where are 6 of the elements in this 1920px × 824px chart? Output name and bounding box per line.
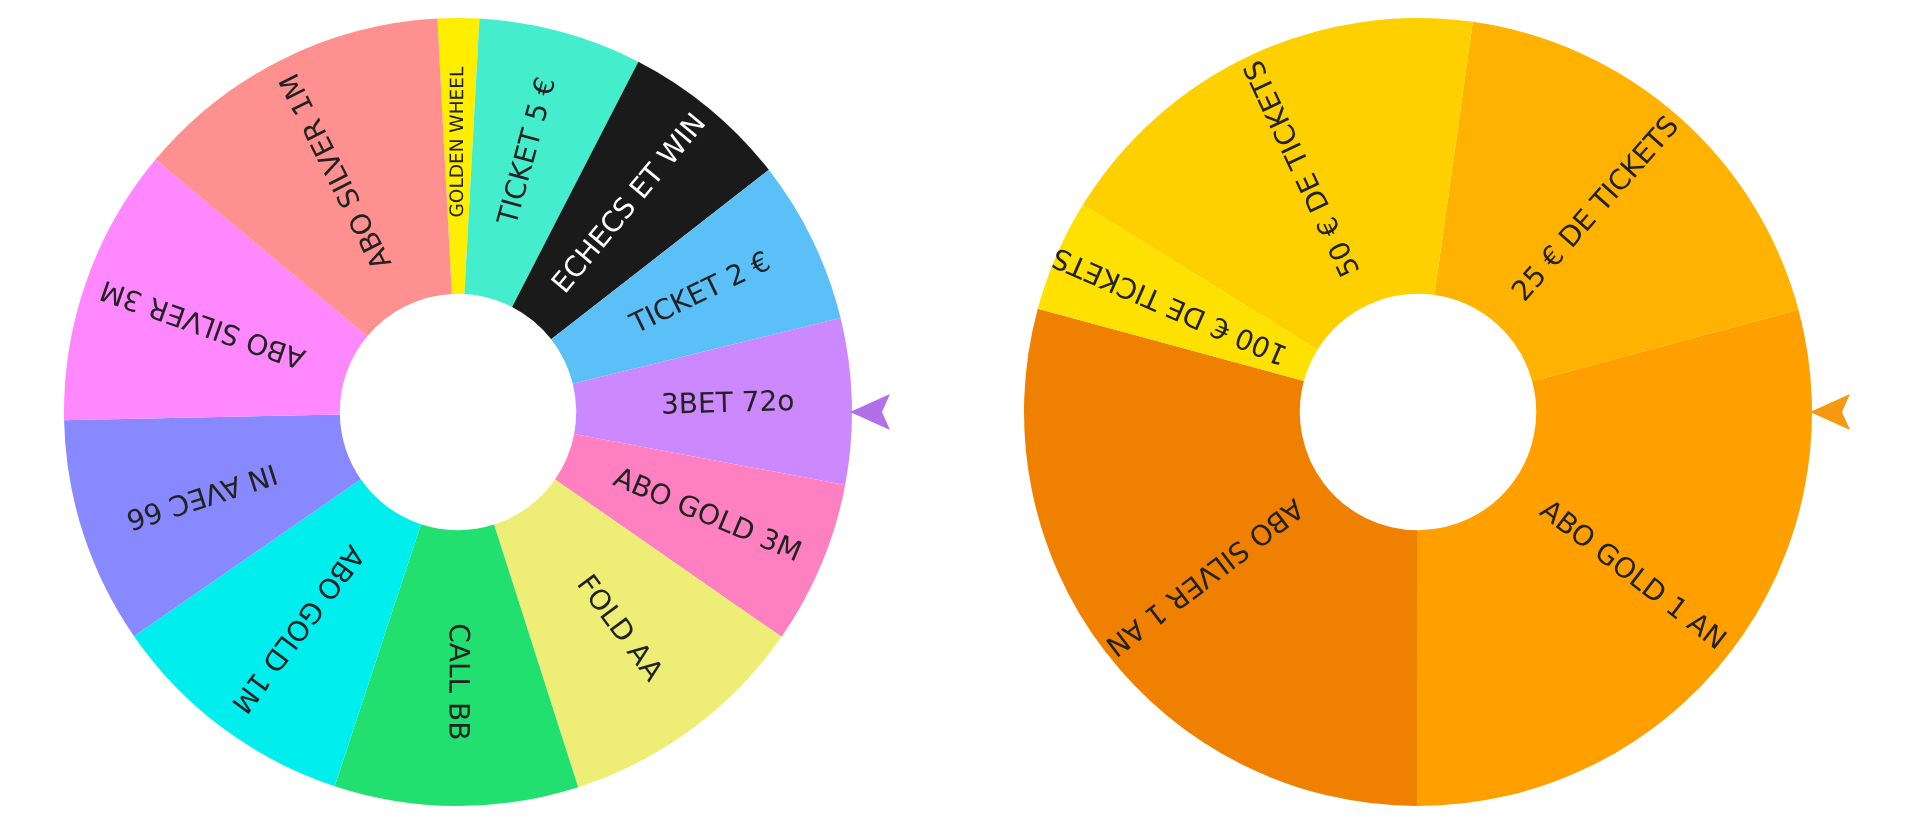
slice-label: IN AVEC 66	[122, 457, 282, 538]
slice-label: ABO GOLD 3M	[608, 460, 807, 569]
slice-label: TICKET 5 €	[490, 73, 563, 230]
slice-label: CALL BB	[442, 623, 476, 741]
slice-label: 3BET 72o	[660, 384, 795, 421]
slice-label: GOLDEN WHEEL	[446, 66, 468, 218]
